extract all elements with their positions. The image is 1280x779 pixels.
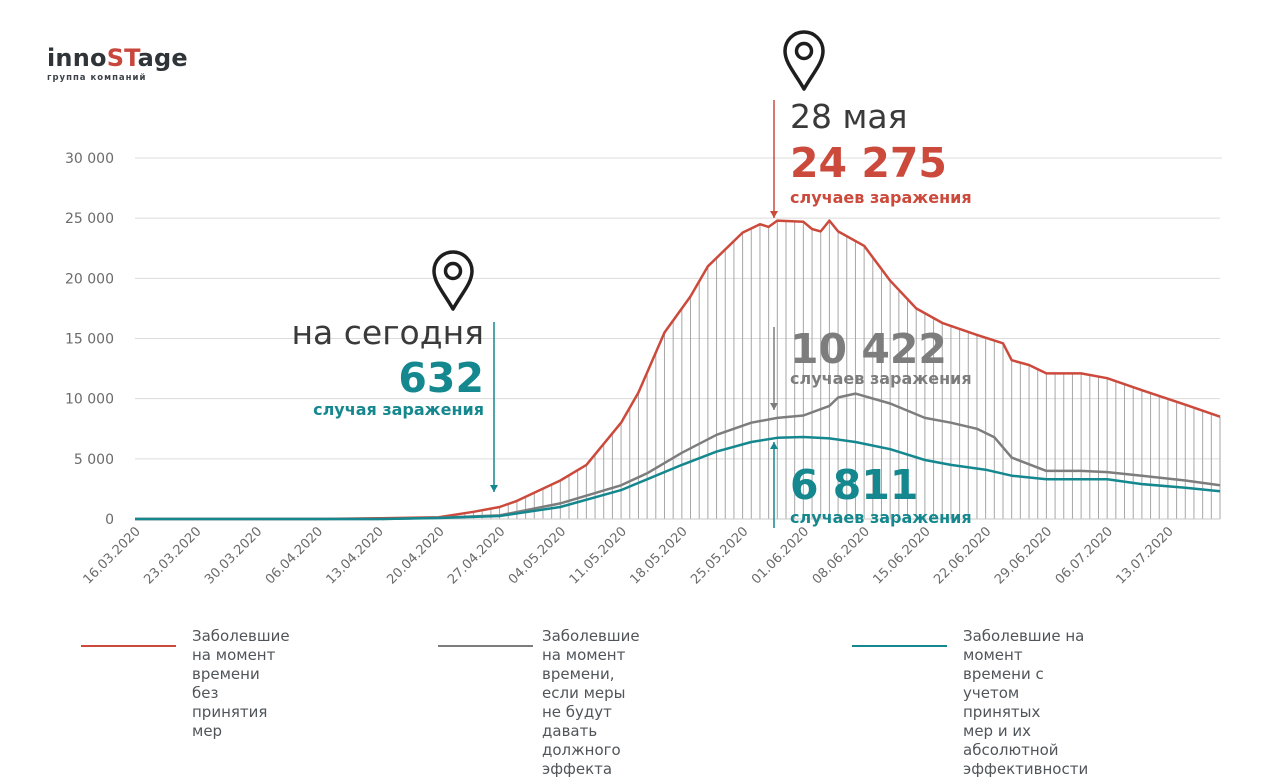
x-tick-label: 11.05.2020 xyxy=(567,524,630,587)
x-tick-label: 20.04.2020 xyxy=(384,524,447,587)
pin-outline xyxy=(432,250,474,311)
legend-swatch-gray xyxy=(438,645,533,647)
annotation-peak-caption: случаев заражения xyxy=(790,188,972,207)
location-pin-icon-today xyxy=(432,250,474,311)
x-tick-label: 16.03.2020 xyxy=(81,524,144,587)
annotation-today-value: 632 xyxy=(398,354,484,402)
legend-label-no-measures: Заболевшие на момент времени без принятия… xyxy=(192,627,290,740)
x-tick-label: 04.05.2020 xyxy=(506,524,569,587)
arrow-teal-peak-head xyxy=(770,442,778,449)
arrow-today-head xyxy=(490,485,498,492)
legend-swatch-red xyxy=(81,645,176,647)
x-tick-label: 18.05.2020 xyxy=(627,524,690,587)
y-tick-label: 20 000 xyxy=(65,271,114,287)
arrow-peak-head xyxy=(770,211,778,218)
y-tick-label: 15 000 xyxy=(65,332,114,348)
x-tick-label: 13.07.2020 xyxy=(1114,524,1177,587)
x-tick-label: 15.06.2020 xyxy=(870,524,933,587)
x-tick-label: 27.04.2020 xyxy=(445,524,508,587)
line-chart: 0 5 000 10 000 15 000 20 000 25 000 30 000 16.0… xyxy=(65,30,1222,587)
y-tick-label: 10 000 xyxy=(65,392,114,408)
x-tick-label: 13.04.2020 xyxy=(324,524,387,587)
x-tick-label: 06.07.2020 xyxy=(1053,524,1116,587)
legend-swatch-teal xyxy=(852,645,947,647)
annotation-teal-value: 6 811 xyxy=(790,461,919,509)
annotation-gray-value: 10 422 xyxy=(790,325,947,373)
legend-label-effective-measures: Заболевшие на момент времени с учетом при… xyxy=(963,627,1089,778)
pin-hole xyxy=(443,261,463,281)
pin-outline xyxy=(783,30,825,91)
x-tick-label: 01.06.2020 xyxy=(749,524,812,587)
x-tick-label: 23.03.2020 xyxy=(141,524,204,587)
annotation-teal-caption: случаев заражения xyxy=(790,508,972,527)
x-tick-label: 06.04.2020 xyxy=(263,524,326,587)
y-tick-label: 30 000 xyxy=(65,151,114,167)
legend-label-ineffective-measures: Заболевшие на момент времени, если меры н… xyxy=(542,627,640,778)
series-line-effective-measures xyxy=(135,435,1221,521)
y-tick-label: 25 000 xyxy=(65,211,114,227)
annotation-today-date: на сегодня xyxy=(291,313,484,352)
x-tick-label: 29.06.2020 xyxy=(992,524,1055,587)
pin-hole xyxy=(794,41,814,61)
x-tick-label: 08.06.2020 xyxy=(810,524,873,587)
logo-wordmark: innoSTage xyxy=(47,44,188,72)
annotation-gray-caption: случаев заражения xyxy=(790,369,972,388)
series-line-ineffective-measures xyxy=(135,392,1221,521)
annotation-today-caption: случая заражения xyxy=(313,400,484,419)
annotation-peak-value: 24 275 xyxy=(790,139,947,187)
y-tick-label: 5 000 xyxy=(74,452,114,468)
location-pin-icon-peak xyxy=(783,30,825,91)
logo-subtitle: группа компаний xyxy=(47,73,147,83)
annotation-peak-date: 28 мая xyxy=(790,97,908,136)
series-line-no-measures xyxy=(135,219,1221,521)
y-tick-label: 0 xyxy=(105,512,114,528)
company-logo: innoSTage группа компаний xyxy=(47,44,188,83)
x-tick-label: 22.06.2020 xyxy=(931,524,994,587)
arrow-gray-peak-head xyxy=(770,403,778,410)
x-tick-label: 25.05.2020 xyxy=(688,524,751,587)
x-tick-label: 30.03.2020 xyxy=(202,524,265,587)
